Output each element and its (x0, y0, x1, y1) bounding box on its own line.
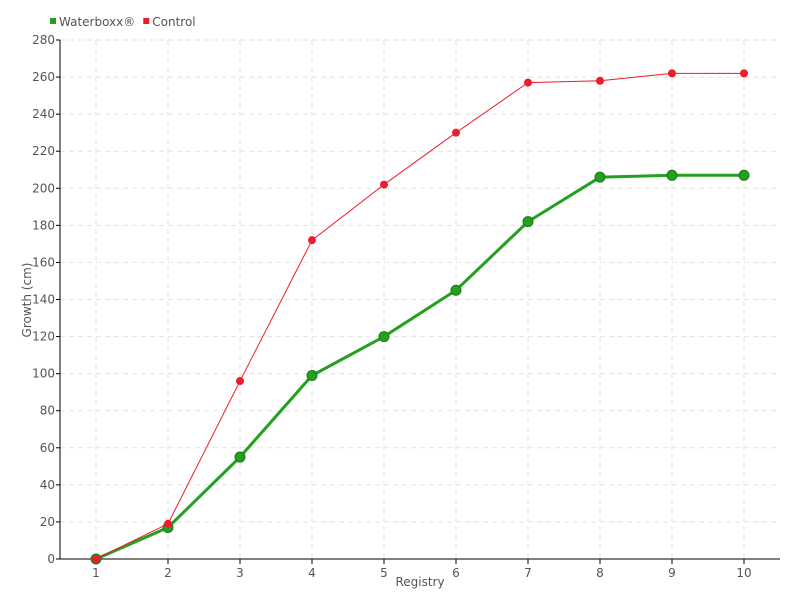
y-tick-label: 120 (32, 330, 55, 344)
x-tick-label: 9 (668, 566, 676, 580)
legend-swatch (143, 18, 150, 24)
y-tick-label: 0 (47, 552, 55, 566)
y-tick-label: 260 (32, 70, 55, 84)
axes: 0 20 40 60 80 100 120 140 160 180 200 220 240 260 280 1… (32, 33, 780, 580)
data-point (164, 519, 172, 528)
series-line (95, 72, 744, 560)
data-point (234, 451, 246, 463)
legend-swatch (50, 18, 56, 24)
data-point (668, 69, 676, 78)
series-1 (92, 69, 748, 563)
x-tick-label: 8 (596, 566, 604, 580)
y-tick-label: 100 (32, 367, 55, 381)
data-point (666, 169, 678, 181)
series-0 (90, 169, 750, 565)
x-tick-label: 10 (736, 566, 751, 580)
y-tick-label: 80 (40, 404, 55, 418)
x-tick-label: 2 (164, 566, 172, 580)
x-tick-label: 4 (308, 566, 316, 580)
y-tick-label: 20 (40, 515, 55, 529)
data-point (522, 216, 534, 228)
y-axis-label: Growth (cm) (20, 263, 34, 338)
data-point (738, 169, 750, 181)
y-tick-label: 140 (32, 293, 55, 307)
x-tick-label: 1 (92, 566, 100, 580)
y-tick-label: 240 (32, 107, 55, 121)
x-tick-label: 6 (452, 566, 460, 580)
legend-label: Waterboxx® (59, 15, 135, 29)
y-tick-label: 40 (40, 478, 55, 492)
y-tick-label: 180 (32, 218, 55, 232)
data-point (740, 69, 748, 78)
y-tick-label: 280 (32, 33, 55, 47)
y-tick-label: 220 (32, 144, 55, 158)
data-point (308, 236, 316, 245)
series-group (90, 69, 750, 565)
legend: Waterboxx® Control (50, 15, 196, 29)
y-tick-label: 200 (32, 181, 55, 195)
data-point (92, 555, 100, 563)
x-tick-label: 3 (236, 566, 244, 580)
data-point (452, 128, 460, 137)
data-point (306, 369, 318, 381)
legend-label: Control (152, 15, 195, 29)
data-point (524, 78, 532, 87)
x-axis-label: Registry (395, 575, 444, 589)
y-tick-label: 160 (32, 255, 55, 269)
data-point (236, 377, 244, 386)
data-point (380, 180, 388, 189)
data-point (596, 76, 604, 85)
x-tick-label: 7 (524, 566, 532, 580)
y-tick-label: 60 (40, 441, 55, 455)
data-point (450, 284, 462, 296)
series-line (95, 173, 744, 561)
x-tick-label: 5 (380, 566, 388, 580)
grid (60, 39, 780, 559)
data-point (378, 331, 390, 343)
data-point (594, 171, 606, 183)
